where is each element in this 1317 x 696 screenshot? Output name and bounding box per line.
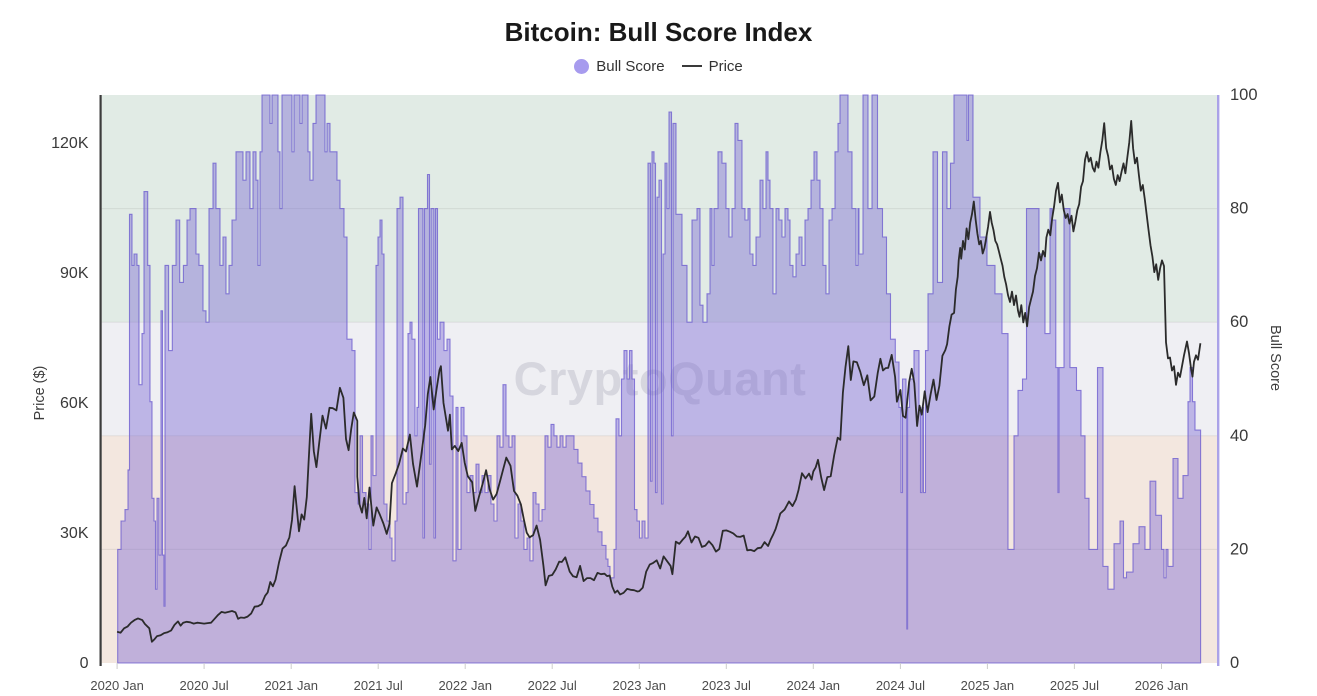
svg-text:2026 Jan: 2026 Jan (1135, 678, 1189, 693)
svg-text:0: 0 (1230, 654, 1239, 672)
svg-text:2025 Jul: 2025 Jul (1050, 678, 1099, 693)
svg-text:40: 40 (1230, 427, 1248, 445)
svg-text:2021 Jul: 2021 Jul (354, 678, 403, 693)
svg-text:2020 Jan: 2020 Jan (90, 678, 144, 693)
svg-text:20: 20 (1230, 540, 1248, 558)
svg-text:2022 Jan: 2022 Jan (438, 678, 492, 693)
svg-text:Bull Score: Bull Score (1267, 325, 1283, 391)
svg-text:80: 80 (1230, 200, 1248, 218)
svg-text:60K: 60K (60, 395, 89, 412)
svg-text:120K: 120K (51, 135, 89, 152)
svg-text:2023 Jan: 2023 Jan (613, 678, 667, 693)
svg-text:100: 100 (1230, 86, 1258, 104)
svg-text:60: 60 (1230, 313, 1248, 331)
svg-text:30K: 30K (60, 525, 89, 542)
svg-text:2022 Jul: 2022 Jul (528, 678, 577, 693)
svg-text:90K: 90K (60, 265, 89, 282)
svg-text:2023 Jul: 2023 Jul (702, 678, 751, 693)
svg-text:2024 Jan: 2024 Jan (787, 678, 841, 693)
svg-text:2024 Jul: 2024 Jul (876, 678, 925, 693)
svg-text:2020 Jul: 2020 Jul (180, 678, 229, 693)
svg-text:2021 Jan: 2021 Jan (264, 678, 318, 693)
svg-text:CryptoQuant: CryptoQuant (514, 352, 807, 405)
svg-text:2025 Jan: 2025 Jan (961, 678, 1015, 693)
svg-text:Price ($): Price ($) (32, 366, 48, 421)
svg-text:0: 0 (80, 655, 89, 672)
